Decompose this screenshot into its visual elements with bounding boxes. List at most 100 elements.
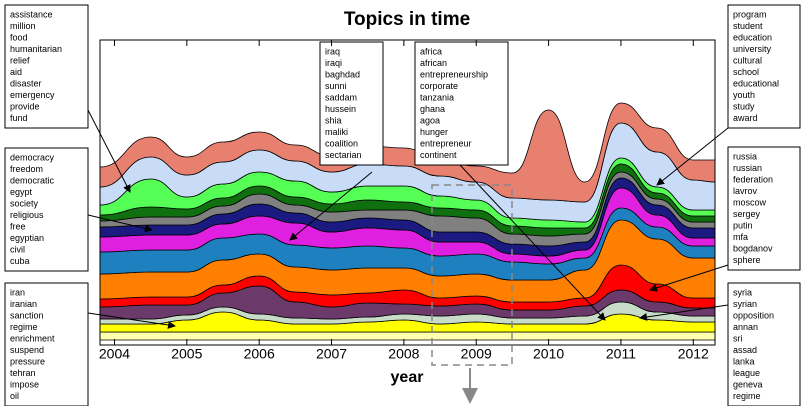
x-axis-label: year <box>391 369 424 386</box>
x-tick-label: 2007 <box>316 346 347 362</box>
topic-word: saddam <box>325 92 357 102</box>
plot-frame <box>99 39 716 346</box>
arrow <box>289 171 373 241</box>
topic-box <box>727 4 801 129</box>
arrow <box>656 127 729 186</box>
topic-word: bogdanov <box>733 243 773 253</box>
x-tick-label: 2006 <box>244 346 275 362</box>
topic-word: cuba <box>10 256 30 266</box>
topic-word: russia <box>733 151 757 161</box>
topic-word: study <box>733 101 755 111</box>
topic-word: suspend <box>10 345 44 355</box>
topic-word: pressure <box>10 356 45 366</box>
topic-word: shia <box>325 115 342 125</box>
topic-box <box>4 4 89 129</box>
topic-word: aid <box>10 67 22 77</box>
topic-word: agoa <box>420 115 440 125</box>
chart-title: Topics in time <box>344 9 470 30</box>
topic-word: sri <box>733 333 743 343</box>
topic-word: russian <box>733 163 762 173</box>
topic-word: iraq <box>325 46 340 56</box>
topic-box <box>727 146 801 271</box>
topic-word: program <box>733 9 767 19</box>
topic-word: cultural <box>733 55 762 65</box>
x-tick-label: 2012 <box>678 346 709 362</box>
topic-box <box>4 147 89 272</box>
topic-word: africa <box>420 46 442 56</box>
topic-word: lavrov <box>733 186 758 196</box>
topic-word: freedom <box>10 164 43 174</box>
topic-word: million <box>10 21 36 31</box>
topic-word: geneva <box>733 379 763 389</box>
topic-word: syrian <box>733 299 757 309</box>
arrow <box>87 109 131 193</box>
topic-word: hussein <box>325 104 356 114</box>
topic-word: democracy <box>10 152 55 162</box>
x-tick-label: 2009 <box>461 346 492 362</box>
x-tick-label: 2011 <box>606 346 636 362</box>
x-tick-label: 2010 <box>533 346 564 362</box>
topic-word: relief <box>10 55 30 65</box>
topic-word: entrepreneurship <box>420 69 488 79</box>
topic-word: league <box>733 368 760 378</box>
topic-word: disaster <box>10 78 42 88</box>
topic-box <box>319 41 384 166</box>
x-tick-label: 2005 <box>171 346 202 362</box>
topic-word: society <box>10 198 39 208</box>
topic-word: syria <box>733 287 752 297</box>
arrow <box>639 304 729 321</box>
topic-word: ghana <box>420 104 445 114</box>
topic-word: religious <box>10 210 44 220</box>
topic-word: free <box>10 221 26 231</box>
topic-word: oil <box>10 391 19 401</box>
topic-word: egyptian <box>10 233 44 243</box>
topic-box <box>4 282 89 406</box>
topic-word: emergency <box>10 90 55 100</box>
arrow <box>87 214 153 233</box>
topic-word: coalition <box>325 138 358 148</box>
topic-word: school <box>733 67 759 77</box>
topic-word: food <box>10 32 28 42</box>
topic-word: baghdad <box>325 69 360 79</box>
highlight-box <box>431 184 513 366</box>
topic-word: sectarian <box>325 150 362 160</box>
topic-word: lanka <box>733 356 755 366</box>
topic-word: university <box>733 44 772 54</box>
topic-word: assistance <box>10 9 53 19</box>
topic-word: sphere <box>733 255 761 265</box>
arrow <box>87 312 176 329</box>
topic-box <box>727 282 801 406</box>
topic-word: regime <box>10 322 38 332</box>
topic-word: annan <box>733 322 758 332</box>
topic-word: education <box>733 32 772 42</box>
topic-word: federation <box>733 174 773 184</box>
topic-word: enrichment <box>10 333 55 343</box>
topic-word: iranian <box>10 299 37 309</box>
topic-word: iran <box>10 287 25 297</box>
topic-word: corporate <box>420 81 458 91</box>
x-tick-label: 2004 <box>99 346 130 362</box>
topic-word: humanitarian <box>10 44 62 54</box>
arrow <box>649 264 729 292</box>
topic-word: continent <box>420 150 457 160</box>
topic-word: mfa <box>733 232 748 242</box>
topic-word: tehran <box>10 368 36 378</box>
streams <box>100 102 715 341</box>
stream-layer <box>100 331 715 341</box>
topic-word: provide <box>10 101 40 111</box>
topic-word: egypt <box>10 187 33 197</box>
topic-word: educational <box>733 78 779 88</box>
topic-word: maliki <box>325 127 348 137</box>
topic-word: moscow <box>733 197 767 207</box>
topic-word: opposition <box>733 310 774 320</box>
topic-word: sunni <box>325 81 347 91</box>
topic-word: putin <box>733 220 753 230</box>
topic-word: youth <box>733 90 755 100</box>
topic-word: sergey <box>733 209 761 219</box>
topic-box <box>414 41 509 166</box>
topic-word: tanzania <box>420 92 454 102</box>
topic-word: entrepreneur <box>420 138 472 148</box>
topic-word: civil <box>10 244 25 254</box>
